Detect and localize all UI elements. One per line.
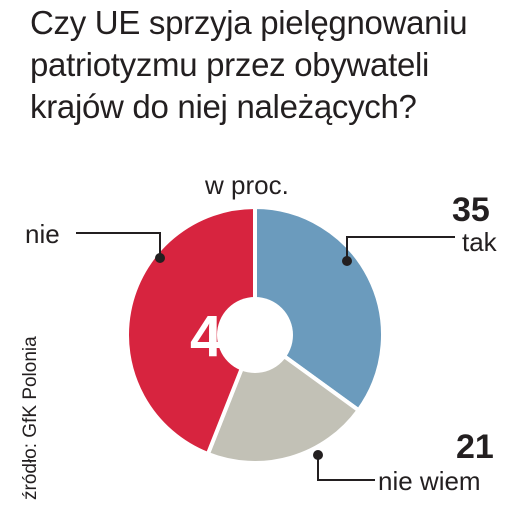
- donut-hole: [217, 297, 293, 373]
- leader-dot-nie: [155, 253, 165, 263]
- unit-label: w proc.: [205, 170, 289, 200]
- value-tak: 35: [452, 191, 490, 229]
- chart-title: Czy UE sprzyja pielęgnowaniu patriotyzmu…: [30, 4, 468, 125]
- value-nie-wiem: 21: [456, 428, 494, 466]
- label-tak: tak: [462, 227, 498, 257]
- value-nie: 44: [190, 304, 255, 369]
- slice-tak: [253, 204, 385, 414]
- leader-line-nie-wiem: [317, 455, 375, 481]
- label-nie-wiem: nie wiem: [378, 466, 481, 496]
- slice-nie: [125, 204, 257, 457]
- leader-line-nie: [76, 232, 161, 257]
- label-nie: nie: [25, 219, 60, 249]
- leader-dot-nie-wiem: [313, 450, 323, 460]
- leader-line-tak: [346, 236, 455, 260]
- leader-dot-tak: [342, 256, 352, 266]
